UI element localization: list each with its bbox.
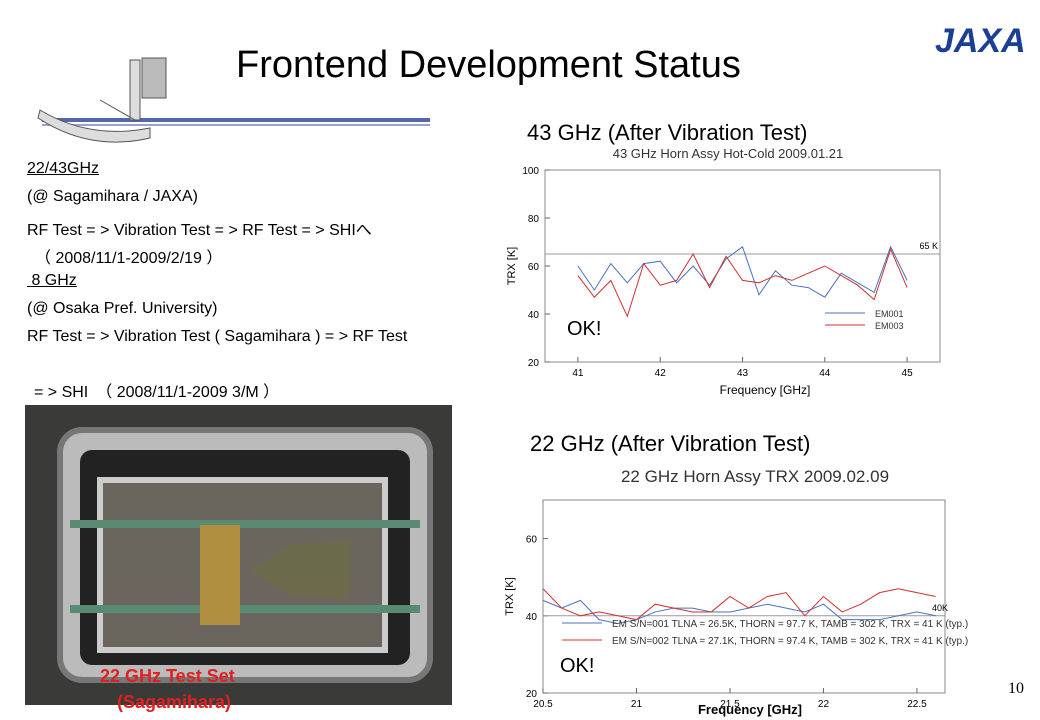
y-tick-label: 100 bbox=[522, 166, 539, 177]
y-tick-label: 80 bbox=[528, 214, 540, 225]
y-tick-label: 20 bbox=[526, 689, 538, 700]
x-axis-label: Frequency [GHz] bbox=[720, 383, 811, 397]
annotation: OK! bbox=[567, 318, 601, 340]
text-line: (@ Osaka Pref. University) bbox=[27, 300, 218, 317]
y-tick-label: 60 bbox=[526, 535, 538, 546]
series-line bbox=[542, 599, 936, 625]
plot-frame bbox=[542, 499, 946, 694]
x-axis-label: Frequency [GHz] bbox=[698, 702, 802, 717]
x-tick-label: 20.5 bbox=[533, 699, 553, 710]
x-tick-label: 22 bbox=[818, 699, 830, 710]
series-line bbox=[577, 247, 908, 318]
satellite-icon bbox=[37, 57, 167, 143]
series-line bbox=[542, 588, 936, 621]
legend-label: EM003 bbox=[875, 321, 904, 331]
reference-label: 40K bbox=[932, 603, 948, 613]
y-tick-label: 40 bbox=[528, 310, 540, 321]
reference-label: 65 K bbox=[919, 241, 938, 251]
x-tick-label: 22.5 bbox=[907, 699, 927, 710]
chart-title: 43 GHz Horn Assy Hot-Cold 2009.01.21 bbox=[613, 146, 844, 161]
y-axis-label: TRX [K] bbox=[506, 247, 518, 286]
legend-label: EM S/N=002 TLNA = 27.1K, THORN = 97.4 K,… bbox=[612, 636, 968, 647]
x-tick-label: 21 bbox=[631, 699, 643, 710]
x-tick-label: 45 bbox=[902, 368, 914, 379]
series-line bbox=[577, 245, 908, 298]
rule bbox=[42, 118, 430, 122]
y-tick-label: 60 bbox=[528, 262, 540, 273]
text-line: （ 2008/11/1-2009/2/19 ） bbox=[35, 250, 223, 267]
photo-caption: 22 GHz Test Set bbox=[100, 666, 235, 686]
annotation: OK! bbox=[560, 655, 594, 677]
plot-frame bbox=[544, 169, 941, 363]
x-tick-label: 43 bbox=[737, 368, 749, 379]
rule bbox=[42, 124, 430, 126]
legend-label: EM001 bbox=[875, 309, 904, 319]
slide-title: Frontend Development Status bbox=[236, 44, 741, 86]
x-tick-label: 44 bbox=[819, 368, 831, 379]
text-line: RF Test = > Vibration Test = > RF Test =… bbox=[27, 222, 372, 239]
chart-title: 22 GHz Horn Assy TRX 2009.02.09 bbox=[621, 467, 889, 486]
photo-caption: (Sagamihara) bbox=[117, 692, 232, 712]
text-line: 22/43GHz bbox=[27, 160, 100, 177]
page-number: 10 bbox=[1008, 680, 1024, 697]
text-line: 8 GHz bbox=[27, 272, 77, 289]
x-tick-label: 21.5 bbox=[720, 699, 740, 710]
x-tick-label: 41 bbox=[572, 368, 584, 379]
caption: 22 GHz (After Vibration Test) bbox=[530, 431, 811, 456]
logo: JAXA bbox=[935, 22, 1026, 60]
y-axis-label: TRX [K] bbox=[504, 577, 516, 616]
caption: 43 GHz (After Vibration Test) bbox=[527, 120, 808, 145]
text-line: RF Test = > Vibration Test ( Sagamihara … bbox=[27, 328, 408, 345]
y-tick-label: 40 bbox=[526, 612, 538, 623]
text-line: (@ Sagamihara / JAXA) bbox=[27, 188, 198, 205]
x-tick-label: 42 bbox=[655, 368, 667, 379]
legend-label: EM S/N=001 TLNA = 26.5K, THORN = 97.7 K,… bbox=[612, 619, 968, 630]
y-tick-label: 20 bbox=[528, 358, 540, 369]
text-line: = > SHI （ 2008/11/1-2009 3/M ） bbox=[34, 384, 280, 401]
photo bbox=[25, 405, 452, 705]
